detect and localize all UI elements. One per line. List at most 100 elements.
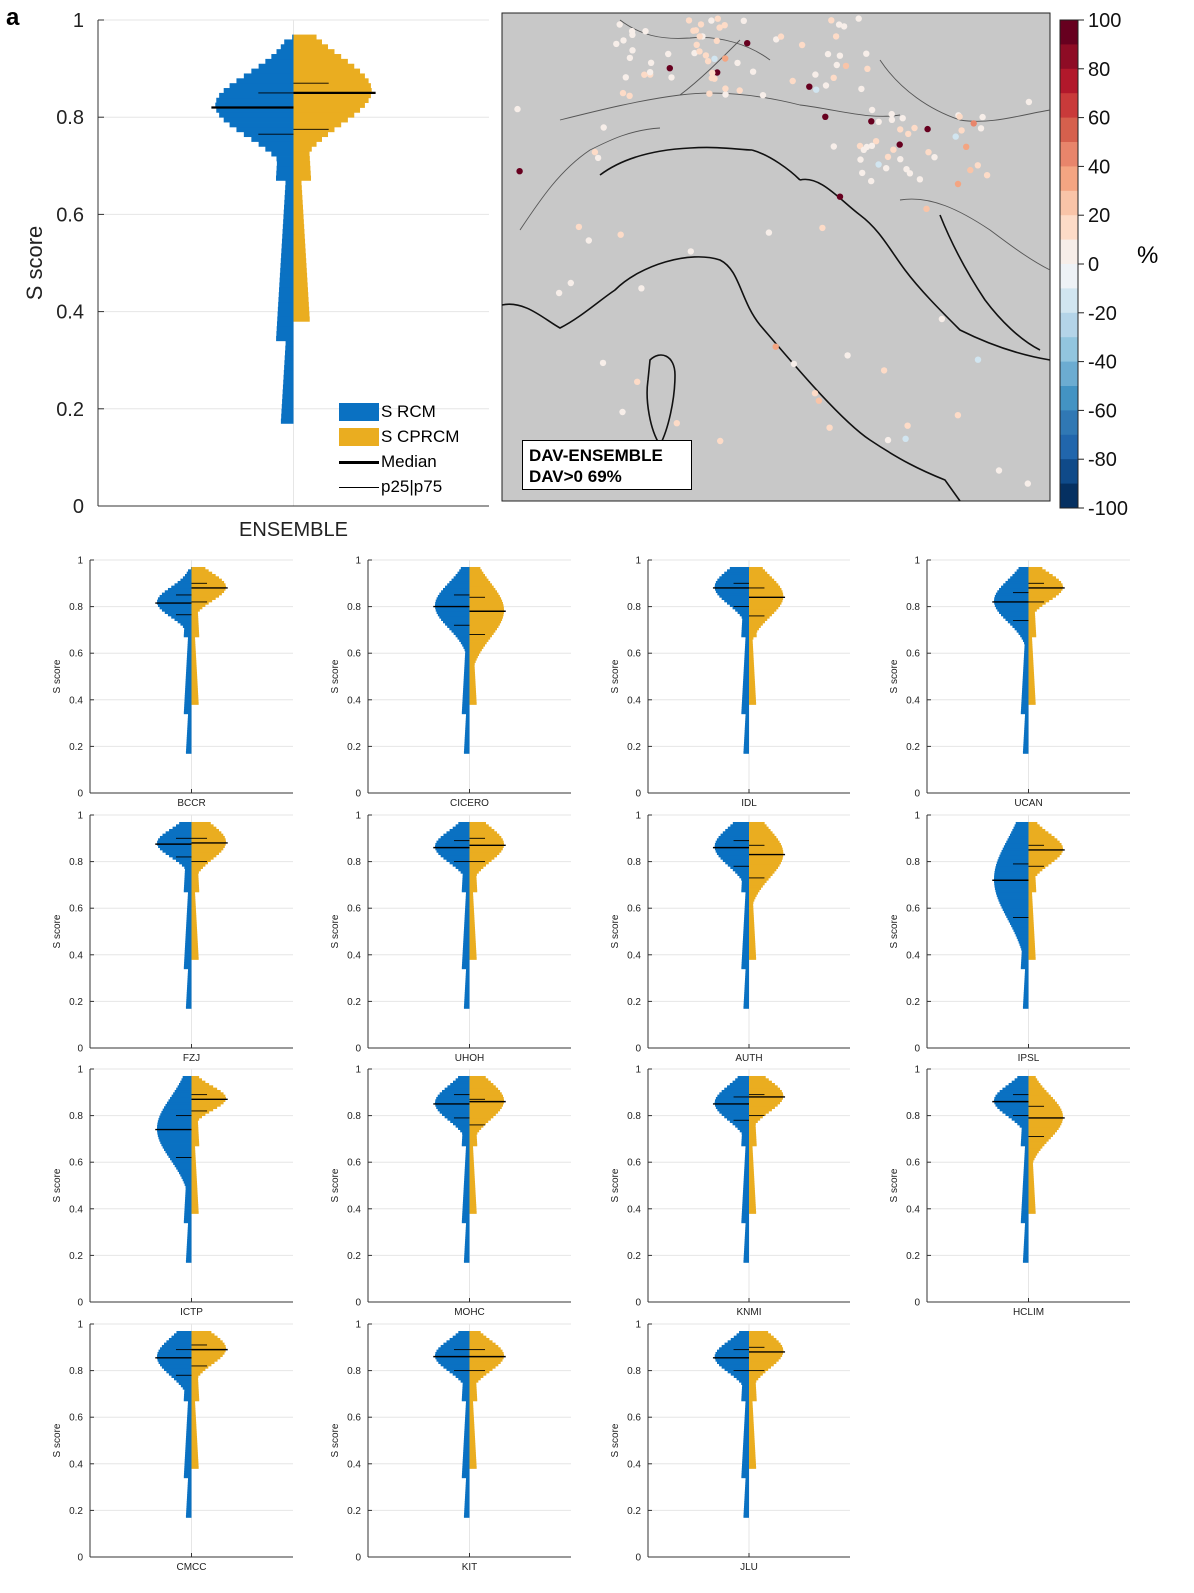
map-title: DAV-ENSEMBLE xyxy=(529,446,663,465)
rcm-bar xyxy=(1019,943,1029,946)
rcm-bar xyxy=(284,39,294,45)
rcm-bar xyxy=(158,1361,192,1365)
y-tick-label: 0.8 xyxy=(69,602,83,613)
y-tick-label: 0.6 xyxy=(906,1158,920,1169)
cprcm-bar xyxy=(469,947,477,951)
station-dot xyxy=(638,285,645,292)
colorbar-swatch xyxy=(1060,434,1078,460)
cprcm-bar xyxy=(469,833,500,837)
rcm-bar xyxy=(744,1246,749,1249)
cprcm-bar xyxy=(293,34,317,40)
rcm-bar xyxy=(459,569,470,573)
rcm-bar xyxy=(465,1491,470,1495)
cprcm-bar xyxy=(469,915,475,918)
rcm-bar xyxy=(462,699,470,703)
rcm-bar xyxy=(455,824,470,828)
rcm-bar xyxy=(994,887,1029,890)
cprcm-bar xyxy=(191,1424,197,1427)
rcm-bar xyxy=(745,643,749,647)
y-tick-label: 1 xyxy=(77,1065,83,1076)
rcm-bar xyxy=(1023,671,1029,675)
cprcm-bar xyxy=(749,636,754,640)
cprcm-bar xyxy=(749,1358,779,1362)
cprcm-bar xyxy=(1028,938,1035,942)
rcm-bar xyxy=(741,880,749,883)
rcm-bar xyxy=(463,1192,470,1196)
cprcm-bar xyxy=(191,1356,221,1360)
rcm-bar xyxy=(187,716,192,719)
cprcm-bar xyxy=(469,1333,484,1337)
rcm-bar xyxy=(717,592,749,596)
rcm-bar xyxy=(1022,676,1029,680)
station-dot xyxy=(974,356,982,363)
cprcm-bar xyxy=(749,1417,754,1420)
rcm-bar xyxy=(464,1512,470,1516)
cprcm-bar xyxy=(469,1354,505,1358)
rcm-bar xyxy=(184,699,192,703)
cprcm-bar xyxy=(1028,1103,1059,1107)
rcm-bar xyxy=(999,611,1029,614)
cprcm-bar xyxy=(293,102,365,108)
rcm-bar xyxy=(745,1484,749,1488)
rcm-bar xyxy=(158,1117,192,1121)
rcm-bar xyxy=(742,950,749,953)
cprcm-bar xyxy=(293,306,310,312)
rcm-bar xyxy=(735,870,749,874)
rcm-bar xyxy=(174,1089,192,1093)
rcm-bar xyxy=(439,592,470,596)
rcm-bar xyxy=(742,940,749,944)
cprcm-bar xyxy=(469,1162,474,1165)
rcm-bar xyxy=(458,1377,470,1381)
rcm-bar xyxy=(285,340,294,347)
cprcm-bar xyxy=(469,1407,474,1411)
rcm-bar xyxy=(184,882,192,886)
station-dot xyxy=(967,166,974,174)
rcm-bar xyxy=(465,908,470,911)
cprcm-bar xyxy=(1028,936,1035,939)
cprcm-bar xyxy=(191,1347,227,1351)
cprcm-bar xyxy=(1028,887,1037,890)
cprcm-bar xyxy=(191,1428,197,1432)
rcm-bar xyxy=(745,896,749,900)
rcm-bar xyxy=(451,629,470,633)
rcm-bar xyxy=(186,919,192,923)
cprcm-bar xyxy=(749,898,755,902)
cprcm-bar xyxy=(469,847,503,851)
rcm-bar xyxy=(435,606,470,610)
cprcm-bar xyxy=(191,896,196,900)
cprcm-bar xyxy=(749,690,756,694)
cprcm-bar xyxy=(749,1384,756,1388)
cprcm-bar xyxy=(469,660,476,663)
rcm-bar xyxy=(184,627,192,631)
rcm-bar xyxy=(187,1403,192,1406)
rcm-bar xyxy=(998,898,1029,902)
cprcm-bar xyxy=(1028,1136,1051,1140)
rcm-bar xyxy=(744,1419,749,1423)
rcm-bar xyxy=(999,854,1029,858)
rcm-bar xyxy=(745,1487,749,1490)
rcm-bar xyxy=(745,716,749,719)
station-dot xyxy=(916,176,924,183)
cprcm-bar xyxy=(1028,833,1052,837)
cprcm-bar xyxy=(749,1180,755,1184)
rcm-bar xyxy=(284,365,294,371)
rcm-bar xyxy=(185,1515,192,1518)
station-dot xyxy=(616,21,623,28)
y-tick-label: 0.4 xyxy=(347,950,361,961)
rcm-bar xyxy=(1006,915,1029,918)
cprcm-bar xyxy=(191,1379,199,1383)
rcm-bar xyxy=(994,880,1029,883)
cprcm-bar xyxy=(749,1412,754,1416)
rcm-bar xyxy=(445,585,470,589)
cprcm-bar xyxy=(1028,873,1038,876)
cprcm-bar xyxy=(749,1396,757,1399)
cprcm-bar xyxy=(749,1138,757,1142)
legend-pct-label: p25|p75 xyxy=(381,477,443,496)
station-dot xyxy=(1024,480,1032,487)
cprcm-bar xyxy=(469,901,474,904)
cprcm-bar xyxy=(749,1347,784,1351)
rcm-bar xyxy=(1021,950,1029,953)
rcm-bar xyxy=(741,1470,749,1474)
rcm-bar xyxy=(463,1440,470,1444)
rcm-bar xyxy=(282,384,294,390)
